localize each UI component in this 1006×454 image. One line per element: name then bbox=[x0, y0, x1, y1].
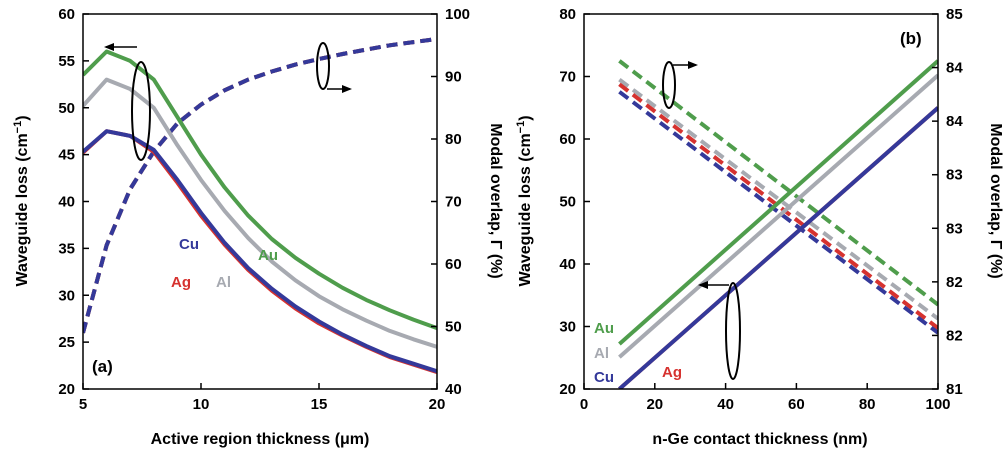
panel-b-y-right-tick-label: 84 bbox=[946, 113, 963, 130]
panel-b-x-axis-label: n-Ge contact thickness (nm) bbox=[652, 431, 867, 448]
panel-a-x-tick-label: 20 bbox=[429, 396, 446, 413]
panel-b-x-tick-label: 100 bbox=[925, 396, 950, 413]
panel-b-label-ag: Ag bbox=[662, 364, 682, 381]
panel-b-y-left-tick-label: 20 bbox=[559, 381, 576, 398]
panel-b-y-left-tick-label: 30 bbox=[559, 319, 576, 336]
panel-b-overlap-ellipse bbox=[662, 61, 676, 109]
panel-a-y-right-tick-label: 60 bbox=[445, 256, 462, 273]
panel-b-x-tick-label: 80 bbox=[859, 396, 876, 413]
panel-a-overlap-ellipse bbox=[316, 42, 330, 90]
panel-b-x-tick-label: 60 bbox=[788, 396, 805, 413]
panel-b-y-left-tick-label: 80 bbox=[559, 6, 576, 23]
panel-a-y-right-tick-label: 70 bbox=[445, 194, 462, 211]
panel-a-label-al: Al bbox=[216, 274, 231, 291]
panel-b-y-right-tick-label: 85 bbox=[946, 6, 963, 23]
panel-b-chart: 0 20 40 60 80 1002030405060708081828283838484… bbox=[515, 6, 1004, 448]
panel-b-y-left-tick-label: 70 bbox=[559, 69, 576, 86]
panel-a-chart: 5 10 15 20 20 25 30 35 40 45 50 55 60 40 50 60 70 80 90 100… bbox=[12, 6, 504, 448]
panel-a-label-au: Au bbox=[258, 247, 278, 264]
panel-b-loss-au bbox=[618, 59, 938, 346]
panel-a-overlap-al bbox=[83, 37, 437, 334]
panel-a-loss-al bbox=[83, 77, 437, 349]
panel-b-right-arrowhead bbox=[688, 61, 698, 69]
panel-a-y-right-tick-label: 100 bbox=[445, 6, 470, 23]
panel-b-y-right-tick-label: 84 bbox=[946, 60, 963, 77]
panel-a-y-left-tick-label: 50 bbox=[58, 100, 75, 117]
panel-b-y-right-tick-label: 83 bbox=[946, 167, 963, 184]
panel-a-y-left-tick-label: 45 bbox=[58, 147, 75, 164]
panel-a-x-tick-label: 5 bbox=[79, 396, 87, 413]
panel-a-y-left-tick-label: 20 bbox=[58, 381, 75, 398]
panel-a-right-axis-label: Modal overlap, Γ (%) bbox=[487, 123, 504, 278]
panel-a-loss-cu bbox=[83, 129, 437, 374]
panel-a-overlap-ag bbox=[83, 37, 437, 334]
panel-b-frame bbox=[583, 13, 939, 390]
panel-b-loss-al bbox=[618, 73, 938, 359]
panel-a-y-right-tick-label: 80 bbox=[445, 131, 462, 148]
panel-b-x-tick-label: 40 bbox=[717, 396, 734, 413]
panel-b-x-tick-label: 0 bbox=[580, 396, 588, 413]
panel-b-label-cu: Cu bbox=[594, 369, 614, 386]
panel-a-right-arrowhead bbox=[342, 85, 352, 93]
panel-a-label: (a) bbox=[92, 357, 113, 376]
panel-a-x-tick-label: 10 bbox=[193, 396, 210, 413]
panel-a-y-left-tick-label: 35 bbox=[58, 240, 75, 257]
panel-b-y-right-tick-label: 82 bbox=[946, 274, 963, 291]
panel-b-left-axis-label: Waveguide loss (cm−1) bbox=[515, 115, 534, 286]
panel-b-loss-ellipse bbox=[725, 282, 741, 380]
panel-a-y-left-tick-label: 40 bbox=[58, 194, 75, 211]
panel-b-overlap-cu bbox=[618, 90, 938, 335]
panel-a-x-axis-label: Active region thickness (μm) bbox=[151, 431, 370, 448]
panel-a-x-tick-label: 15 bbox=[311, 396, 328, 413]
panel-b-label: (b) bbox=[900, 29, 922, 48]
panel-a-y-left-tick-label: 30 bbox=[58, 287, 75, 304]
panel-b-left-arrowhead bbox=[698, 281, 708, 289]
panel-b-y-right-tick-label: 83 bbox=[946, 220, 963, 237]
panel-a-left-axis-label: Waveguide loss (cm−1) bbox=[12, 115, 31, 286]
panel-b-overlap-au bbox=[618, 59, 938, 307]
panel-b-label-au: Au bbox=[594, 320, 614, 337]
panel-b-overlap-ag bbox=[618, 82, 938, 330]
panel-a-overlap-au bbox=[83, 37, 437, 334]
panel-b-y-left-tick-label: 60 bbox=[559, 131, 576, 148]
panel-a-loss-ellipse bbox=[131, 61, 151, 161]
panel-a-overlap-cu bbox=[83, 37, 437, 334]
panel-b-y-right-tick-label: 81 bbox=[946, 381, 963, 398]
panel-a-left-arrowhead bbox=[104, 43, 114, 51]
panel-b-right-axis-label: Modal overlap, Γ (%) bbox=[987, 123, 1004, 278]
panel-a-y-left-tick-label: 60 bbox=[58, 6, 75, 23]
panel-a-y-left-tick-label: 25 bbox=[58, 334, 75, 351]
panel-a-loss-au bbox=[83, 49, 437, 330]
panel-a-y-left-tick-label: 55 bbox=[58, 53, 75, 70]
panel-a-y-right-tick-label: 90 bbox=[445, 69, 462, 86]
panel-a-label-cu: Cu bbox=[179, 236, 199, 253]
panel-b-loss-cu bbox=[618, 106, 938, 389]
panel-a-label-ag: Ag bbox=[171, 274, 191, 291]
panel-b-y-left-tick-label: 50 bbox=[559, 194, 576, 211]
panel-b-label-al: Al bbox=[594, 345, 609, 362]
panel-b-y-left-tick-label: 40 bbox=[559, 256, 576, 273]
panel-b-y-right-tick-label: 82 bbox=[946, 327, 963, 344]
panel-a-y-right-tick-label: 50 bbox=[445, 319, 462, 336]
panel-b-x-tick-label: 20 bbox=[646, 396, 663, 413]
panel-a-y-right-tick-label: 40 bbox=[445, 381, 462, 398]
panel-b-overlap-al bbox=[618, 78, 938, 321]
